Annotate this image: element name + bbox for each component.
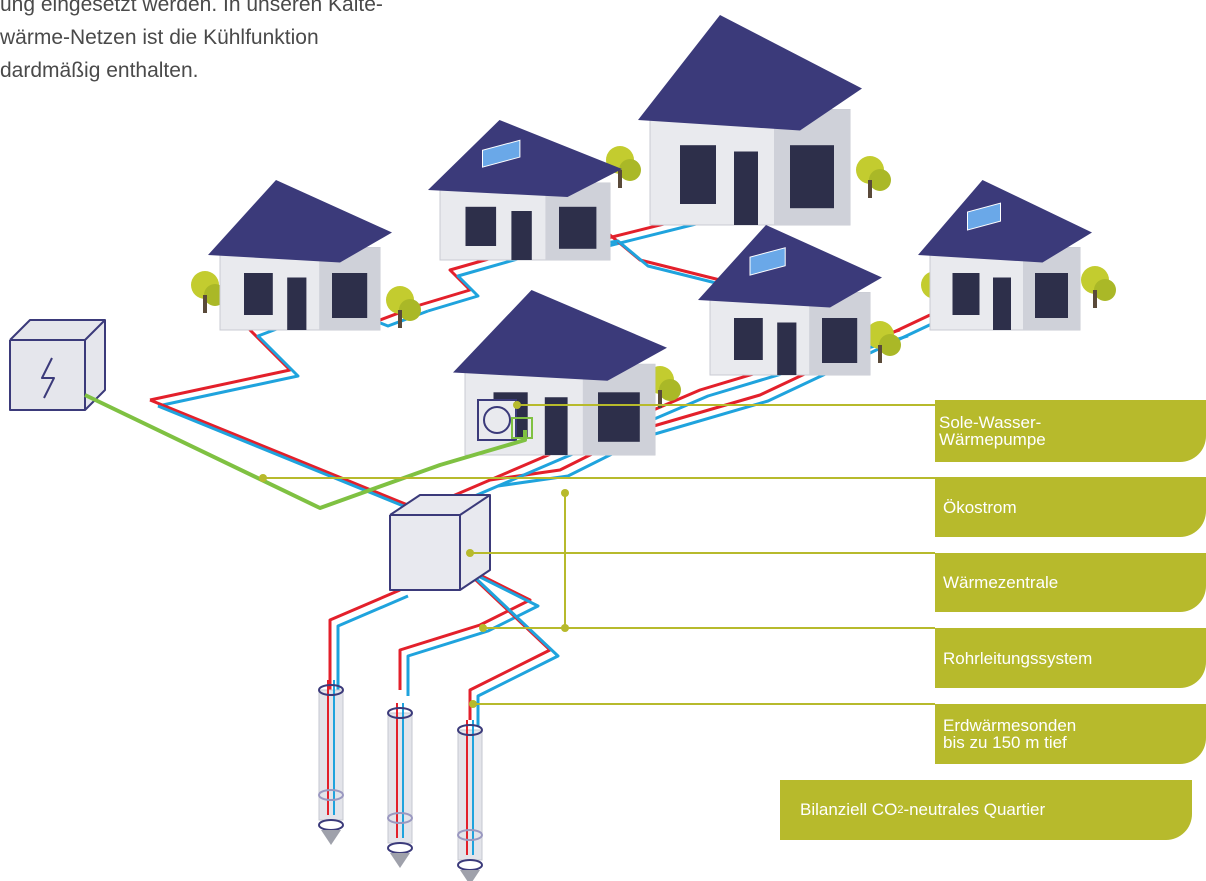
central-cube	[390, 495, 490, 590]
badge-text: -neutrales Quartier	[903, 800, 1045, 820]
house-window	[953, 273, 980, 315]
probe-ring	[458, 860, 482, 870]
intro-line: dardmäßig enthalten.	[0, 54, 383, 87]
tree	[619, 159, 641, 181]
tree	[399, 299, 421, 321]
house-door	[777, 323, 796, 376]
label-line: Erdwärmesonden	[943, 717, 1206, 734]
badge-text: Bilanziell CO	[800, 800, 897, 820]
house-door	[734, 152, 758, 226]
intro-line: ung eingesetzt werden. In unseren Kälte-	[0, 0, 383, 21]
tree	[659, 379, 681, 401]
intro-text: ung eingesetzt werden. In unseren Kälte-…	[0, 0, 383, 87]
intro-line: wärme-Netzen ist die Kühlfunktion	[0, 21, 383, 54]
house-window	[332, 273, 367, 318]
tree-trunk	[203, 295, 207, 313]
label-box: Ökostrom	[935, 477, 1206, 537]
probe-tip	[460, 870, 480, 881]
house-window	[680, 145, 716, 204]
tree-trunk	[868, 180, 872, 198]
house-window	[1035, 273, 1068, 318]
probe-ring	[388, 843, 412, 853]
house-door	[511, 211, 531, 260]
tree	[1094, 279, 1116, 301]
house-window	[734, 318, 763, 360]
power-cable	[85, 395, 525, 508]
probe-tip	[390, 853, 410, 868]
label-line: Ökostrom	[943, 499, 1206, 516]
leader-dot	[479, 624, 487, 632]
label-box: Erdwärmesonden bis zu 150 m tief	[935, 704, 1206, 764]
leader-dot	[259, 474, 267, 482]
house-window	[822, 318, 857, 363]
label-line: Rohrleitungssystem	[943, 650, 1206, 667]
label-line: bis zu 150 m tief	[943, 734, 1206, 751]
label-line: Wärmepumpe	[939, 431, 1206, 448]
leader-dot	[561, 624, 569, 632]
house-window	[598, 392, 640, 442]
label-box: Rohrleitungssystem	[935, 628, 1206, 688]
leader-dot	[561, 489, 569, 497]
leader-dot	[513, 401, 521, 409]
tree-trunk	[618, 170, 622, 188]
label-line: Sole-Wasser-	[939, 414, 1206, 431]
label-line: Wärmezentrale	[943, 574, 1206, 591]
probe-tip	[321, 830, 341, 845]
label-box: Wärmezentrale	[935, 553, 1206, 612]
house-window	[466, 207, 497, 246]
leader-dot	[469, 700, 477, 708]
tree-trunk	[398, 310, 402, 328]
tree	[869, 169, 891, 191]
house-door	[993, 278, 1011, 331]
page: {"intro": {"lines": ["ung eingesetzt wer…	[0, 0, 1206, 881]
tree	[879, 334, 901, 356]
tree-trunk	[878, 345, 882, 363]
house-window	[790, 145, 834, 208]
house-window	[244, 273, 273, 315]
leader-dot	[466, 549, 474, 557]
house-door	[287, 278, 306, 331]
label-box: Sole-Wasser- Wärmepumpe	[935, 400, 1206, 462]
tree-trunk	[1093, 290, 1097, 308]
probe-ring	[319, 820, 343, 830]
house-window	[559, 207, 596, 249]
